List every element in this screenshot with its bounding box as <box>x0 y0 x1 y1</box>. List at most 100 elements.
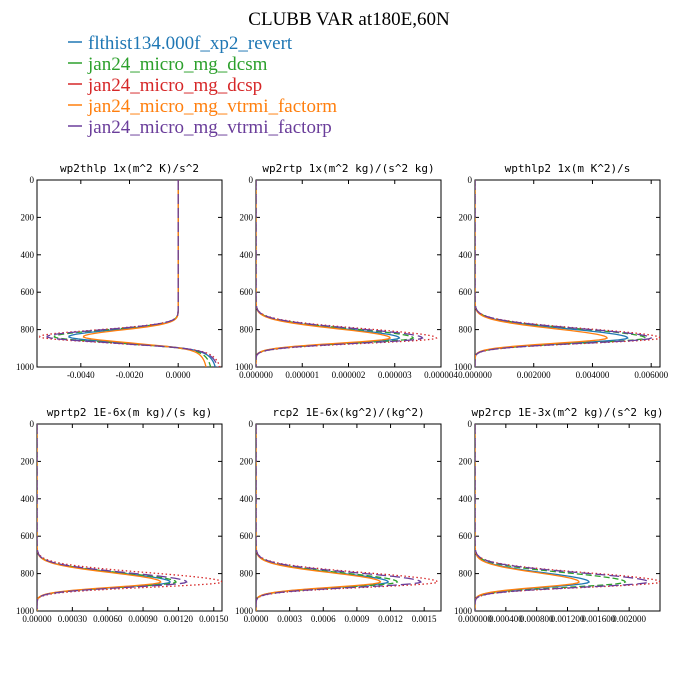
x-tick-label: 0.001600 <box>581 614 615 624</box>
series-line <box>37 424 172 611</box>
series-line <box>82 180 207 367</box>
chart-title: CLUBB VAR at180E,60N <box>248 9 450 30</box>
x-tick-label: 0.0000 <box>244 614 269 624</box>
panel-3: wprtp2 1E-6x(m kg)/(s kg) 0 200 400 600 800 10… <box>16 406 229 624</box>
y-tick-label: 0 <box>30 419 35 429</box>
x-tick-label: 0.0000 <box>166 370 191 380</box>
panel-title: wp2rtp 1x(m^2 kg)/(s^2 kg) <box>262 162 434 175</box>
x-tick-label: 0.00060 <box>93 614 123 624</box>
series-line <box>37 424 222 611</box>
series-line <box>256 424 382 611</box>
x-tick-label: 0.000002 <box>332 370 366 380</box>
y-tick-label: 1000 <box>235 606 254 616</box>
series-line <box>475 180 647 367</box>
series-line <box>475 180 629 367</box>
x-tick-label: 0.000800 <box>520 614 554 624</box>
series-line <box>256 180 415 367</box>
y-tick-label: 800 <box>459 569 473 579</box>
y-tick-label: 200 <box>459 212 473 222</box>
x-tick-label: 0.000003 <box>378 370 412 380</box>
legend-entry-1: jan24_micro_mg_dcsm <box>68 54 268 75</box>
series-line <box>475 424 591 611</box>
legend-entry-0: flthist134.000f_xp2_revert <box>68 33 293 54</box>
x-tick-label: 0.006000 <box>634 370 668 380</box>
y-tick-label: 600 <box>459 287 473 297</box>
panel-5: wp2rcp 1E-3x(m^2 kg)/(s^2 kg)0 200 400 600 8… <box>454 406 664 624</box>
x-tick-label: 0.000000 <box>239 370 273 380</box>
x-tick-label: 0.00000 <box>22 614 52 624</box>
legend-label-2: jan24_micro_mg_dcsp <box>87 75 262 96</box>
series-line <box>256 180 392 367</box>
panel-title: wp2thlp 1x(m^2 K)/s^2 <box>60 162 199 175</box>
x-tick-label: 0.0006 <box>311 614 336 624</box>
x-tick-label: 0.0003 <box>277 614 302 624</box>
legend-label-1: jan24_micro_mg_dcsm <box>87 54 268 75</box>
plot-frame <box>255 179 442 368</box>
y-tick-label: 1000 <box>454 606 473 616</box>
series-line <box>256 424 422 611</box>
series-line <box>256 424 439 611</box>
y-tick-label: 200 <box>240 212 254 222</box>
series-line <box>475 424 650 611</box>
legend-label-3: jan24_micro_mg_vtrmi_factorm <box>87 96 337 117</box>
plot-frame <box>255 423 442 612</box>
legend-label-4: jan24_micro_mg_vtrmi_factorp <box>87 117 332 138</box>
x-tick-label: 0.0015 <box>412 614 437 624</box>
y-tick-label: 800 <box>240 325 254 335</box>
series-line <box>256 424 399 611</box>
y-tick-label: 200 <box>21 456 35 466</box>
series-line <box>475 180 653 367</box>
y-tick-label: 0 <box>468 175 473 185</box>
y-tick-label: 600 <box>21 531 35 541</box>
x-tick-label: 0.001200 <box>551 614 585 624</box>
panel-title: wprtp2 1E-6x(m kg)/(s kg) <box>47 406 213 419</box>
panel-2: wpthlp2 1x(m K^2)/s020040060080010000.00… <box>454 162 669 380</box>
y-tick-label: 400 <box>240 250 254 260</box>
series-line <box>475 424 580 611</box>
series-line <box>475 180 609 367</box>
series-line <box>475 424 627 611</box>
panel-title: wp2rcp 1E-3x(m^2 kg)/(s^2 kg) <box>471 406 663 419</box>
y-tick-label: 600 <box>459 531 473 541</box>
x-tick-label: 0.000004 <box>424 370 458 380</box>
x-tick-label: 0.004000 <box>576 370 610 380</box>
y-tick-label: 400 <box>459 494 473 504</box>
panels: wp2thlp 1x(m^2 K)/s^2 0 200 400 600 800 1000 -0… <box>16 162 669 624</box>
y-tick-label: 200 <box>240 456 254 466</box>
y-tick-label: 400 <box>21 250 35 260</box>
legend-entry-3: jan24_micro_mg_vtrmi_factorm <box>68 96 337 117</box>
y-tick-label: 800 <box>21 569 35 579</box>
y-tick-label: 0 <box>249 419 254 429</box>
y-tick-label: 800 <box>240 569 254 579</box>
series-line <box>256 180 438 367</box>
series-line <box>475 424 660 611</box>
plot-frame <box>474 179 661 368</box>
y-tick-label: 1000 <box>16 362 35 372</box>
x-tick-label: -0.0020 <box>116 370 144 380</box>
y-tick-label: 800 <box>459 325 473 335</box>
y-tick-label: 200 <box>21 212 35 222</box>
x-tick-label: 0.002000 <box>517 370 551 380</box>
panel-title: wpthlp2 1x(m K^2)/s <box>505 162 631 175</box>
panel-4: rcp2 1E-6x(kg^2)/(kg^2) 0 200 400 600 800 1000… <box>235 406 442 624</box>
x-tick-label: 0.00030 <box>58 614 88 624</box>
series-line <box>256 424 390 611</box>
y-tick-label: 1000 <box>235 362 254 372</box>
y-tick-label: 400 <box>240 494 254 504</box>
x-tick-label: 0.00090 <box>128 614 158 624</box>
series-line <box>46 180 219 367</box>
y-tick-label: 0 <box>30 175 35 185</box>
x-tick-label: -0.0040 <box>67 370 95 380</box>
x-tick-label: 0.000000 <box>458 370 492 380</box>
x-tick-label: 0.000000 <box>458 614 492 624</box>
x-tick-label: 0.000400 <box>489 614 523 624</box>
plot-frame <box>36 423 223 612</box>
x-tick-label: 0.00120 <box>164 614 194 624</box>
x-tick-label: 0.00150 <box>199 614 229 624</box>
y-tick-label: 600 <box>21 287 35 297</box>
legend-entry-4: jan24_micro_mg_vtrmi_factorp <box>68 117 332 138</box>
y-tick-label: 400 <box>459 250 473 260</box>
panel-title: rcp2 1E-6x(kg^2)/(kg^2) <box>272 406 424 419</box>
plot-frame <box>474 423 661 612</box>
